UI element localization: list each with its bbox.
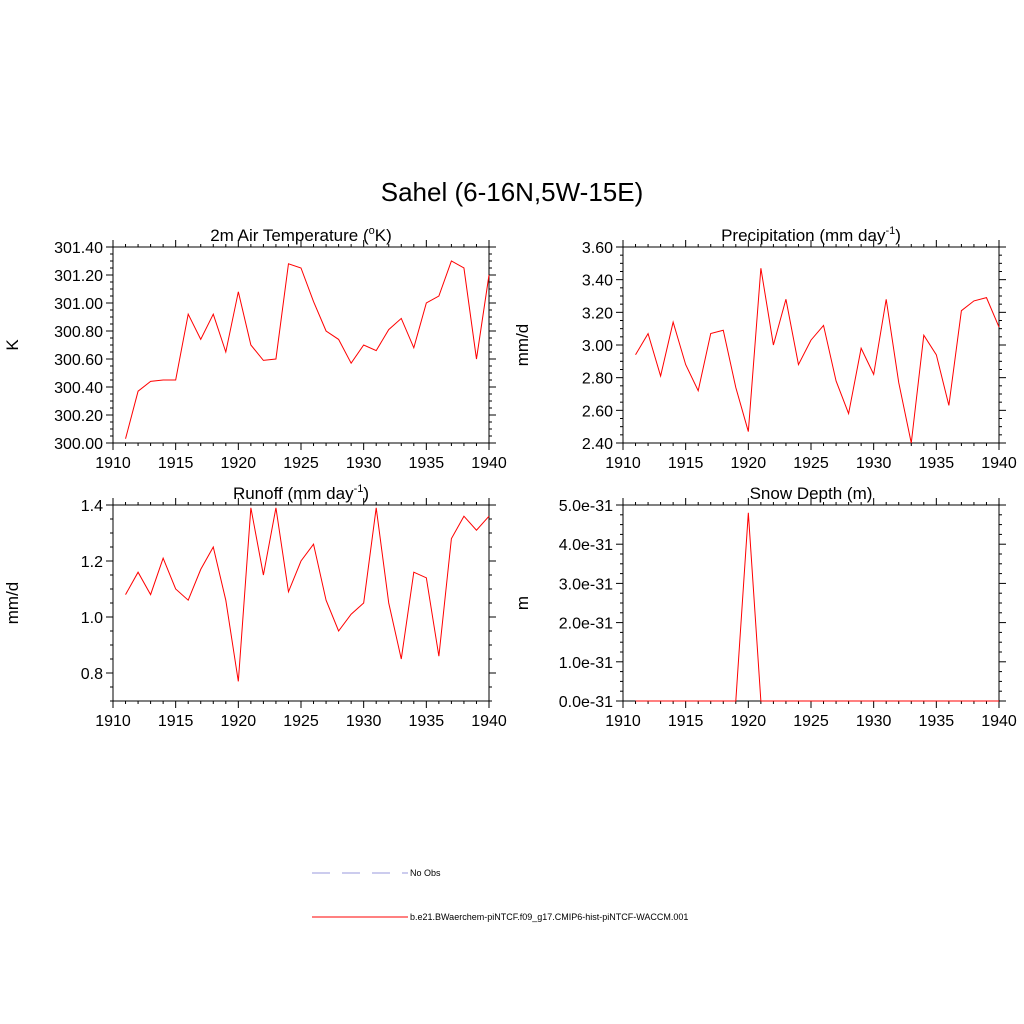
snow-depth-ytick-label: 2.0e-31: [559, 616, 613, 633]
snow-depth-ytick-label: 5.0e-31: [559, 498, 613, 515]
snow-depth-ytick-label: 0.0e-31: [559, 694, 613, 711]
runoff-plot-frame: [112, 504, 490, 702]
air-temperature-ytick-label: 301.20: [54, 268, 103, 285]
panel-runoff: Runoff (mm day-1) mm/d 1910 1915 1920 1925 193…: [3, 483, 507, 730]
precipitation-ytick-label: 2.40: [582, 436, 613, 453]
snow-depth-ylabel: m: [513, 596, 532, 610]
air-temperature-ylabel: K: [3, 339, 22, 351]
snow-depth-xtick-label: 1940: [981, 713, 1017, 730]
snow-depth-ytick-label: 4.0e-31: [559, 537, 613, 554]
precipitation-ytick-label: 3.60: [582, 240, 613, 257]
snow-depth-xtick-label: 1930: [856, 713, 892, 730]
air-temperature-series-line: [125, 260, 490, 439]
air-temperature-ytick-label: 300.20: [54, 408, 103, 425]
figure-title: Sahel (6-16N,5W-15E): [381, 177, 644, 207]
runoff-ylabel: mm/d: [3, 582, 22, 625]
legend: No Obs b.e21.BWaerchem-piNTCF.f09_g17.CM…: [312, 868, 688, 922]
precipitation-xtick-label: 1930: [856, 455, 892, 472]
snow-depth-xtick-label: 1935: [919, 713, 955, 730]
snow-depth-xtick-label: 1925: [793, 713, 829, 730]
air-temperature-xtick-label: 1935: [409, 455, 445, 472]
air-temperature-ytick-label: 300.40: [54, 380, 103, 397]
runoff-title: Runoff (mm day-1): [233, 483, 369, 503]
snow-depth-xtick-label: 1920: [731, 713, 767, 730]
air-temperature-xtick-label: 1930: [346, 455, 382, 472]
snow-depth-xtick-label: 1910: [605, 713, 641, 730]
precipitation-ytick-label: 3.40: [582, 273, 613, 290]
precipitation-ytick-label: 2.80: [582, 371, 613, 388]
air-temperature-xtick-label: 1910: [95, 455, 131, 472]
air-temperature-ytick-label: 300.00: [54, 436, 103, 453]
air-temperature-xtick-label: 1925: [283, 455, 319, 472]
runoff-xtick-label: 1910: [95, 713, 131, 730]
legend-model-label: b.e21.BWaerchem-piNTCF.f09_g17.CMIP6-his…: [410, 912, 688, 922]
snow-depth-xtick-label: 1915: [668, 713, 704, 730]
runoff-xtick-label: 1925: [283, 713, 319, 730]
precipitation-ytick-label: 3.20: [582, 305, 613, 322]
precipitation-xtick-label: 1910: [605, 455, 641, 472]
panel-air-temperature: 2m Air Temperature (oK) K 1910 1915 1920 1925…: [3, 225, 507, 472]
air-temperature-ytick-label: 301.40: [54, 240, 103, 257]
precipitation-ylabel: mm/d: [513, 324, 532, 367]
precipitation-ytick-label: 3.00: [582, 338, 613, 355]
snow-depth-ytick-label: 3.0e-31: [559, 576, 613, 593]
panel-snow-depth: Snow Depth (m) m 1910 1915 1920 1925 1930 1935 1…: [513, 484, 1017, 730]
runoff-ytick-label: 0.8: [81, 666, 103, 683]
precipitation-xtick-label: 1920: [731, 455, 767, 472]
snow-depth-title: Snow Depth (m): [750, 484, 873, 503]
runoff-series-line: [125, 507, 490, 682]
precipitation-xtick-label: 1940: [981, 455, 1017, 472]
precipitation-xtick-label: 1935: [919, 455, 955, 472]
runoff-xtick-label: 1940: [471, 713, 507, 730]
snow-depth-ytick-label: 1.0e-31: [559, 655, 613, 672]
runoff-ytick-label: 1.4: [81, 498, 103, 515]
runoff-ytick-label: 1.2: [81, 554, 103, 571]
air-temperature-xtick-label: 1940: [471, 455, 507, 472]
runoff-xtick-label: 1935: [409, 713, 445, 730]
runoff-ytick-label: 1.0: [81, 610, 103, 627]
runoff-xtick-label: 1920: [221, 713, 257, 730]
snow-depth-series-line: [635, 512, 999, 702]
precipitation-xtick-label: 1915: [668, 455, 704, 472]
air-temperature-ytick-label: 300.80: [54, 324, 103, 341]
precipitation-ytick-label: 2.60: [582, 403, 613, 420]
air-temperature-xtick-label: 1915: [158, 455, 194, 472]
runoff-xtick-label: 1915: [158, 713, 194, 730]
air-temperature-ytick-label: 300.60: [54, 352, 103, 369]
precipitation-series-line: [635, 268, 1000, 444]
panel-precipitation: Precipitation (mm day-1) mm/d 1910 1915 1920…: [513, 225, 1017, 472]
air-temperature-title: 2m Air Temperature (oK): [210, 225, 392, 245]
legend-obs-label: No Obs: [410, 868, 441, 878]
air-temperature-xtick-label: 1920: [221, 455, 257, 472]
snow-depth-plot-frame: [622, 504, 1000, 702]
air-temperature-plot-frame: [112, 246, 490, 444]
precipitation-xtick-label: 1925: [793, 455, 829, 472]
air-temperature-ytick-label: 301.00: [54, 296, 103, 313]
runoff-xtick-label: 1930: [346, 713, 382, 730]
precipitation-title: Precipitation (mm day-1): [721, 225, 901, 245]
